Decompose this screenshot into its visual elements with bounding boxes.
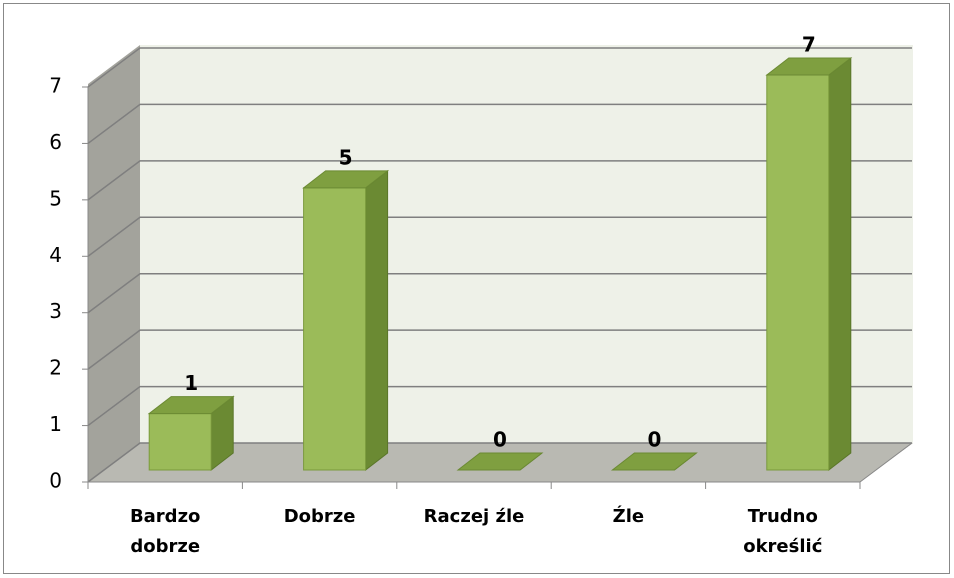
x-tick-label: Trudno określić: [743, 506, 823, 557]
bar-side: [828, 56, 852, 472]
bar-top: [456, 452, 544, 471]
bar-top: [147, 396, 235, 415]
value-label: 7: [802, 33, 816, 57]
bar: [147, 395, 235, 472]
x-tick-label-box: Raczej źle: [423, 506, 525, 527]
x-axis-depth: [859, 442, 913, 483]
grid-line: [87, 385, 912, 427]
x-tick-label-box: Dobrze: [283, 506, 356, 527]
grid-line: [87, 272, 912, 314]
bar-front: [148, 413, 212, 471]
bar-front: [303, 187, 367, 471]
x-tick-label: Raczej źle: [423, 506, 525, 527]
bar-top: [610, 452, 698, 471]
x-tick-label: Bardzo dobrze: [129, 506, 201, 557]
grid-line: [87, 329, 912, 370]
y-tick-label: 0: [49, 469, 62, 493]
y-tick-label: 4: [49, 243, 62, 267]
value-label: 0: [647, 428, 661, 452]
y-tick-label: 7: [49, 74, 62, 98]
bar: [302, 169, 390, 472]
bar: [456, 452, 544, 471]
bar-side: [365, 169, 389, 472]
y-tick-label: 2: [49, 356, 62, 380]
grid-line: [87, 442, 912, 483]
bar: [765, 56, 853, 472]
x-tick-label-box: Źle: [612, 506, 645, 527]
bar-front: [766, 74, 830, 471]
y-tick-label: 3: [49, 299, 62, 323]
y-tick-label: 1: [49, 412, 62, 436]
grid-line: [87, 47, 912, 88]
value-label: 1: [184, 371, 198, 395]
x-tick-label-box: Trudno określić: [743, 506, 823, 557]
x-tick-label: Dobrze: [283, 506, 356, 527]
grid-line: [87, 160, 912, 201]
side-wall: [88, 45, 140, 482]
x-tick-label: Źle: [612, 506, 645, 527]
bar: [610, 452, 698, 471]
grid-line: [87, 216, 912, 257]
x-tick-label-box: Bardzo dobrze: [129, 506, 201, 557]
value-label: 0: [493, 428, 507, 452]
y-tick-label: 6: [49, 130, 62, 154]
bar-top: [302, 170, 390, 189]
value-label: 5: [339, 145, 353, 169]
y-tick-label: 5: [49, 186, 62, 210]
bar-top: [765, 57, 853, 76]
grid-line: [87, 103, 912, 145]
